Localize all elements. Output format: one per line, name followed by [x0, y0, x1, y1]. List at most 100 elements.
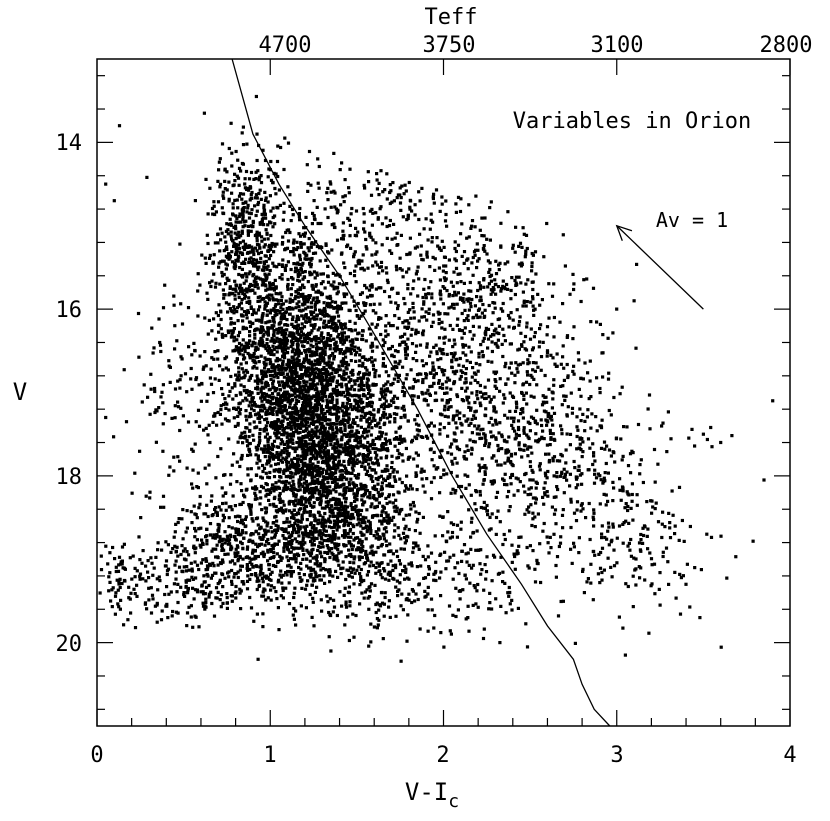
data-point [353, 445, 357, 449]
data-point [319, 357, 323, 361]
data-point [281, 440, 285, 444]
data-point [223, 168, 227, 172]
data-point [281, 359, 285, 363]
data-point [294, 381, 298, 385]
data-point [249, 212, 253, 216]
data-point [324, 383, 328, 387]
data-point [320, 392, 324, 396]
data-point [342, 369, 346, 373]
data-point [285, 545, 290, 549]
data-point [240, 229, 244, 233]
data-point [320, 456, 324, 460]
data-point [254, 345, 258, 349]
data-point [315, 473, 319, 477]
data-point [309, 183, 313, 187]
data-point [279, 420, 283, 424]
data-point [286, 323, 290, 327]
data-point [332, 446, 337, 450]
data-point [323, 426, 327, 430]
data-point [191, 577, 195, 581]
data-point [201, 367, 205, 371]
data-point [289, 287, 293, 291]
data-point [374, 436, 378, 441]
data-point [222, 516, 226, 520]
data-point [329, 535, 333, 539]
data-point [269, 588, 273, 592]
data-point [260, 218, 264, 222]
data-point [247, 378, 251, 382]
data-point [318, 451, 322, 455]
data-point [257, 414, 261, 418]
data-point [316, 564, 320, 568]
data-point [338, 336, 342, 340]
data-point [341, 534, 345, 538]
data-point [297, 337, 301, 341]
data-point [327, 406, 331, 410]
data-point [294, 519, 298, 523]
data-point [264, 383, 269, 387]
data-point [315, 530, 319, 534]
data-point [348, 234, 352, 238]
data-point [310, 466, 314, 470]
data-point [279, 320, 283, 325]
data-point [331, 284, 335, 288]
data-point [329, 305, 333, 309]
data-point [351, 481, 355, 485]
data-point [314, 557, 318, 561]
data-point [310, 532, 314, 536]
data-point [262, 237, 266, 241]
data-point [391, 493, 396, 497]
data-point [334, 514, 338, 518]
data-point [316, 181, 320, 185]
data-point [191, 468, 195, 472]
data-point [261, 279, 265, 284]
data-point [244, 361, 248, 365]
data-point [311, 406, 315, 410]
data-point [375, 617, 379, 621]
data-point [309, 413, 313, 417]
data-point [252, 352, 256, 356]
data-point [352, 464, 356, 468]
data-point [275, 365, 279, 369]
data-point [241, 319, 245, 323]
data-point [294, 371, 298, 375]
data-point [301, 333, 305, 337]
data-point [261, 469, 265, 474]
data-point [240, 231, 244, 235]
data-point [221, 392, 225, 396]
data-point [326, 186, 330, 190]
data-point [391, 397, 395, 401]
data-point [377, 408, 381, 412]
data-point [350, 471, 354, 475]
data-point [268, 490, 273, 495]
data-point [278, 468, 282, 472]
data-point [289, 334, 293, 338]
data-point [321, 566, 325, 571]
data-point [202, 365, 206, 369]
data-point [370, 419, 374, 423]
data-point [328, 489, 332, 493]
data-point [388, 441, 392, 445]
data-point [302, 509, 307, 513]
data-point [297, 358, 301, 363]
data-point [289, 293, 293, 297]
data-point [221, 288, 225, 292]
data-point [279, 330, 283, 334]
data-point [332, 462, 336, 466]
data-point [347, 417, 351, 421]
data-point [342, 376, 346, 380]
data-point [280, 312, 284, 317]
data-point [289, 424, 293, 429]
data-point [339, 572, 343, 576]
data-point [264, 371, 268, 376]
data-point [382, 506, 386, 510]
data-point [270, 447, 275, 452]
data-point [241, 225, 245, 229]
data-point [312, 337, 316, 341]
data-point [263, 304, 267, 309]
data-point [272, 353, 276, 357]
data-point [303, 461, 307, 465]
data-point [263, 418, 267, 422]
data-point [356, 441, 360, 445]
data-point [266, 399, 270, 403]
